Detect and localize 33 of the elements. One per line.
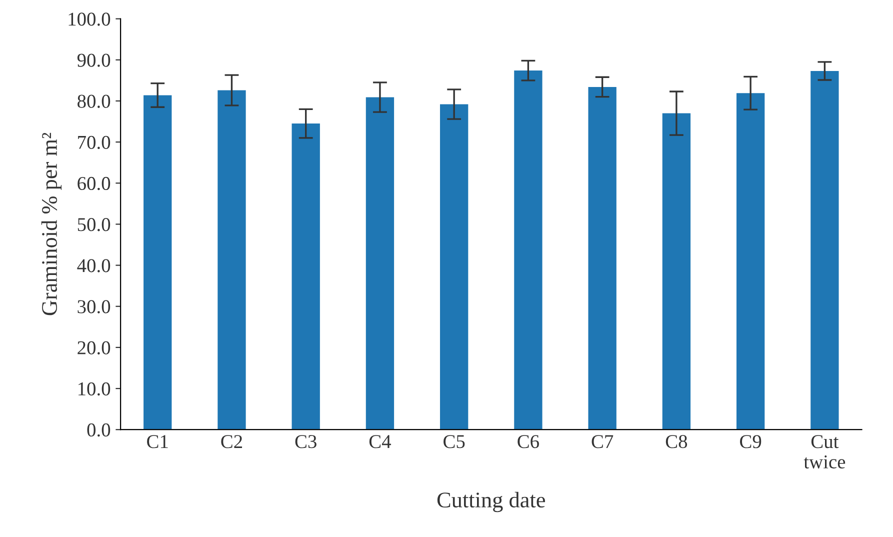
x-tick-label: C9 bbox=[740, 435, 762, 448]
x-tick-label: C7 bbox=[592, 435, 614, 448]
x-tick-label: C8 bbox=[666, 435, 688, 448]
y-tick-label: 40.0 bbox=[77, 259, 110, 272]
y-tick-label: 70.0 bbox=[78, 136, 110, 150]
y-tick-label: 10.0 bbox=[78, 382, 110, 396]
x-tick-label: C3 bbox=[295, 435, 316, 448]
bar bbox=[292, 124, 320, 430]
y-tick-label: 30.0 bbox=[78, 300, 110, 314]
x-tick-label: C2 bbox=[221, 435, 242, 448]
y-tick-label: 80.0 bbox=[78, 94, 110, 108]
x-axis-title: Cutting date bbox=[437, 492, 545, 512]
x-tick-label: C6 bbox=[518, 435, 539, 448]
y-axis-title: Graminoid % per m² bbox=[41, 132, 62, 316]
bar bbox=[144, 95, 172, 430]
bar bbox=[366, 97, 394, 430]
bar bbox=[588, 86, 616, 430]
bar bbox=[514, 70, 542, 430]
y-tick-label: 20.0 bbox=[78, 341, 110, 354]
bar bbox=[662, 113, 691, 430]
bar bbox=[218, 90, 246, 430]
y-tick-label: 100.0 bbox=[68, 12, 110, 26]
x-tick-label: C1 bbox=[147, 435, 168, 448]
y-tick-label: 0.0 bbox=[87, 423, 110, 437]
x-tick-label: C5 bbox=[444, 435, 465, 448]
bar bbox=[810, 70, 839, 430]
x-tick-label: C4 bbox=[369, 435, 392, 448]
y-tick-label: 90.0 bbox=[77, 54, 110, 67]
y-tick-label: 60.0 bbox=[78, 176, 110, 190]
x-tick-label: Cut twice bbox=[804, 435, 846, 468]
bar bbox=[736, 93, 765, 430]
bar bbox=[440, 104, 468, 430]
y-tick-label: 50.0 bbox=[78, 218, 110, 232]
